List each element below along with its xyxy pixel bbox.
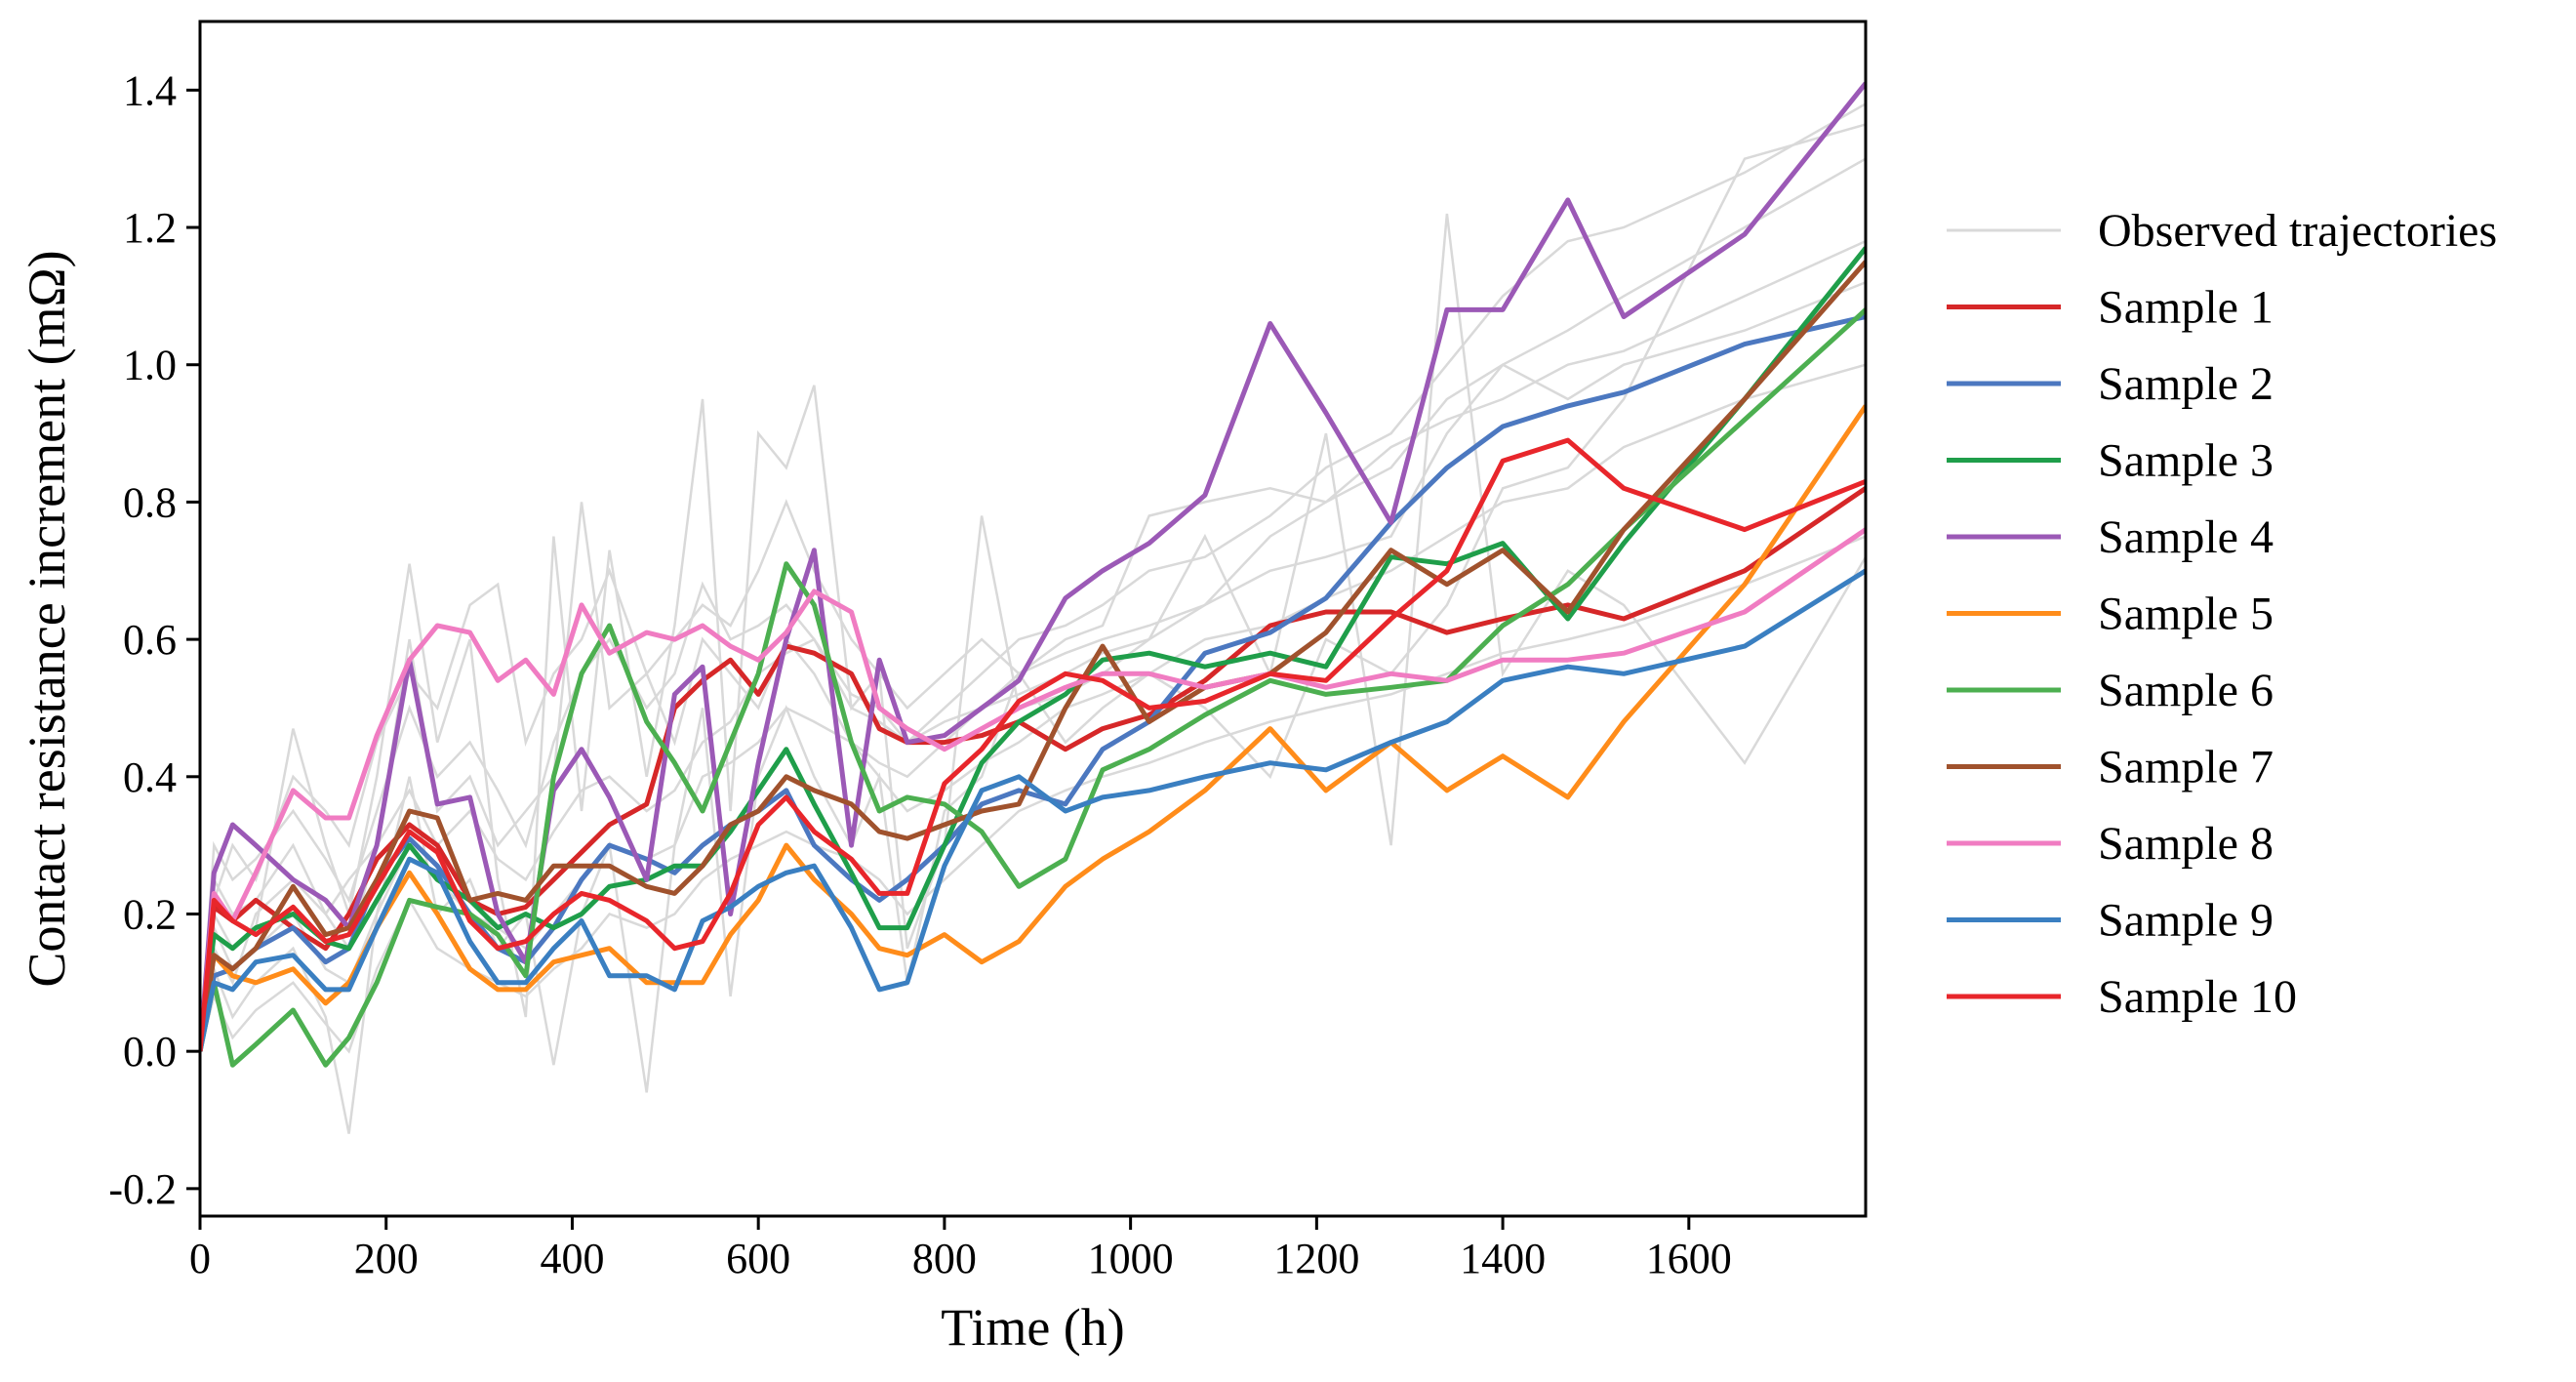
- y-tick-label: -0.2: [108, 1165, 177, 1213]
- series-line-sample-10: [200, 437, 1866, 1052]
- legend-entry: Sample 3: [1947, 435, 2274, 487]
- y-tick-label: 1.4: [123, 66, 177, 114]
- sample-series-layer: [200, 81, 1866, 1068]
- x-tick-label: 1400: [1460, 1235, 1546, 1282]
- legend-entry: Sample 7: [1947, 742, 2274, 793]
- x-axis-title: Time (h): [941, 1298, 1125, 1357]
- y-tick-label: 0.2: [123, 890, 177, 938]
- legend-label: Sample 6: [2098, 665, 2274, 716]
- x-tick-label: 1000: [1088, 1235, 1174, 1282]
- legend-entry: Sample 4: [1947, 511, 2274, 563]
- series-line-sample-6: [200, 307, 1866, 1068]
- plot-frame: [198, 20, 1868, 1218]
- x-tick-label: 1600: [1646, 1235, 1732, 1282]
- series-line-sample-1: [200, 486, 1866, 1052]
- legend-label: Sample 3: [2098, 435, 2274, 487]
- y-tick-label: 0.4: [123, 753, 177, 801]
- legend-entry: Sample 2: [1947, 358, 2274, 410]
- x-tick-label: 1200: [1273, 1235, 1359, 1282]
- y-tick-label: 0.6: [123, 616, 177, 664]
- x-tick-label: 0: [189, 1235, 211, 1282]
- observed-trajectory-line: [200, 213, 1866, 1052]
- series-line-sample-9: [200, 568, 1866, 1052]
- legend-entry: Observed trajectories: [1947, 205, 2497, 257]
- x-tick-label: 800: [912, 1235, 977, 1282]
- observed-trajectory-line: [200, 363, 1866, 1052]
- legend-entry: Sample 10: [1947, 971, 2297, 1023]
- x-tick-label: 600: [726, 1235, 790, 1282]
- legend-entry: Sample 1: [1947, 282, 2274, 334]
- y-tick-label: 0.0: [123, 1028, 177, 1076]
- observed-trajectory-line: [200, 157, 1866, 1052]
- y-tick-label: 1.0: [123, 342, 177, 389]
- y-tick-label: 0.8: [123, 478, 177, 526]
- observed-trajectory-line: [200, 281, 1866, 1052]
- legend-entry: Sample 9: [1947, 895, 2274, 947]
- legend-label: Sample 7: [2098, 742, 2274, 793]
- legend-label: Sample 1: [2098, 282, 2274, 334]
- x-tick-label: 400: [540, 1235, 604, 1282]
- legend-label: Sample 5: [2098, 589, 2274, 640]
- series-line-sample-2: [200, 314, 1866, 1052]
- legend-entry: Sample 6: [1947, 665, 2274, 716]
- y-tick-label: 1.2: [123, 204, 177, 252]
- series-line-sample-3: [200, 246, 1866, 1052]
- legend-label: Observed trajectories: [2098, 205, 2497, 257]
- legend-label: Sample 4: [2098, 511, 2274, 563]
- observed-trajectory-line: [200, 239, 1866, 1052]
- observed-trajectory-line: [200, 535, 1866, 1054]
- y-axis: -0.2 0.0 0.2 0.4 0.6 0.8 1.0 1.2 1.4: [108, 66, 200, 1213]
- series-line-sample-8: [200, 527, 1866, 1052]
- series-line-sample-4: [200, 81, 1866, 1052]
- legend-label: Sample 10: [2098, 971, 2297, 1023]
- y-axis-title: Contact resistance increment (mΩ): [18, 250, 76, 987]
- legend: Observed trajectories Sample 1 Sample 2 Sam…: [1947, 205, 2497, 1023]
- x-axis: 0 200 400 600 800 1000 1200 1400 1600: [189, 1216, 1732, 1282]
- legend-label: Sample 8: [2098, 818, 2274, 870]
- x-tick-label: 200: [354, 1235, 419, 1282]
- legend-entry: Sample 5: [1947, 589, 2274, 640]
- legend-label: Sample 9: [2098, 895, 2274, 947]
- series-line-sample-7: [200, 260, 1866, 1052]
- legend-entry: Sample 8: [1947, 818, 2274, 870]
- legend-label: Sample 2: [2098, 358, 2274, 410]
